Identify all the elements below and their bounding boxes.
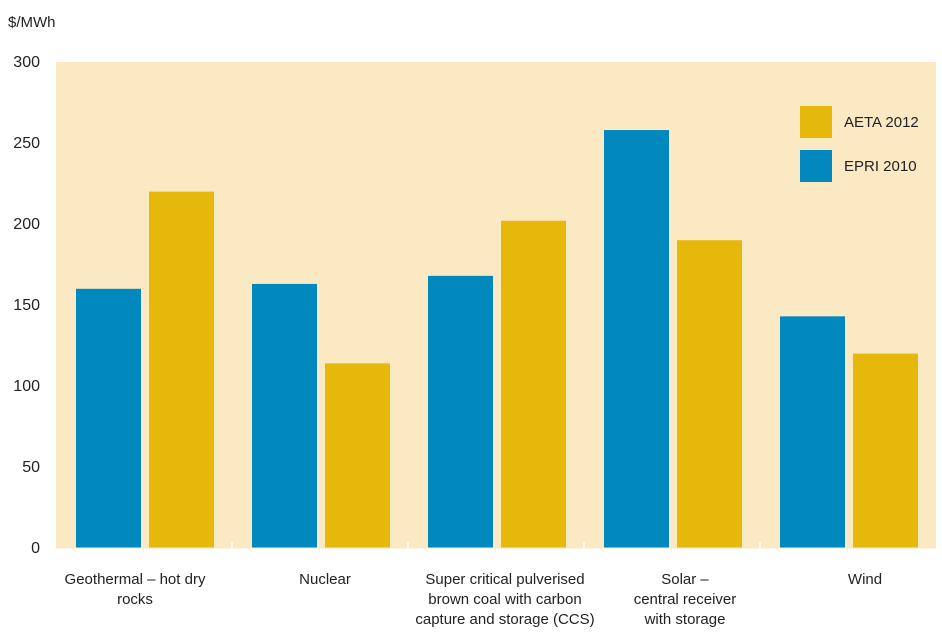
- category-label-geothermal: Geothermal – hot dry rocks: [64, 571, 206, 608]
- bar-aeta-2012-3: [677, 240, 742, 548]
- y-tick-label: 150: [13, 297, 40, 314]
- bar-aeta-2012-0: [149, 191, 214, 548]
- bar-epri-2010-2: [428, 275, 493, 548]
- bar-epri-2010-3: [604, 130, 669, 549]
- legend-swatch-epri-2010: [800, 150, 832, 182]
- y-tick-label: 100: [13, 378, 40, 395]
- category-label-nuclear: Nuclear: [299, 571, 351, 588]
- legend-label-epri-2010: EPRI 2010: [844, 157, 917, 175]
- legend-swatch-aeta-2012: [800, 106, 832, 138]
- y-tick-label: 250: [13, 135, 40, 152]
- legend-label-aeta-2012: AETA 2012: [844, 113, 919, 131]
- category-label-solar: Solar – central receiver with storage: [633, 571, 737, 628]
- bar-epri-2010-0: [76, 288, 141, 548]
- legend-item-epri-2010: EPRI 2010: [800, 150, 917, 182]
- y-tick-label: 200: [13, 216, 40, 233]
- bar-aeta-2012-2: [501, 220, 566, 548]
- bar-aeta-2012-4: [853, 353, 918, 548]
- bar-epri-2010-1: [252, 283, 317, 548]
- y-tick-label: 50: [22, 459, 40, 476]
- bar-epri-2010-4: [780, 316, 845, 548]
- legend-item-aeta-2012: AETA 2012: [800, 106, 919, 138]
- category-label-wind: Wind: [847, 571, 883, 588]
- bar-aeta-2012-1: [325, 363, 390, 548]
- category-label-coal-ccs: Super critical pulverised brown coal wit…: [415, 571, 595, 628]
- y-tick-label: 0: [31, 540, 40, 557]
- y-tick-label: 300: [13, 54, 40, 71]
- y-axis-label: $/MWh: [8, 14, 56, 31]
